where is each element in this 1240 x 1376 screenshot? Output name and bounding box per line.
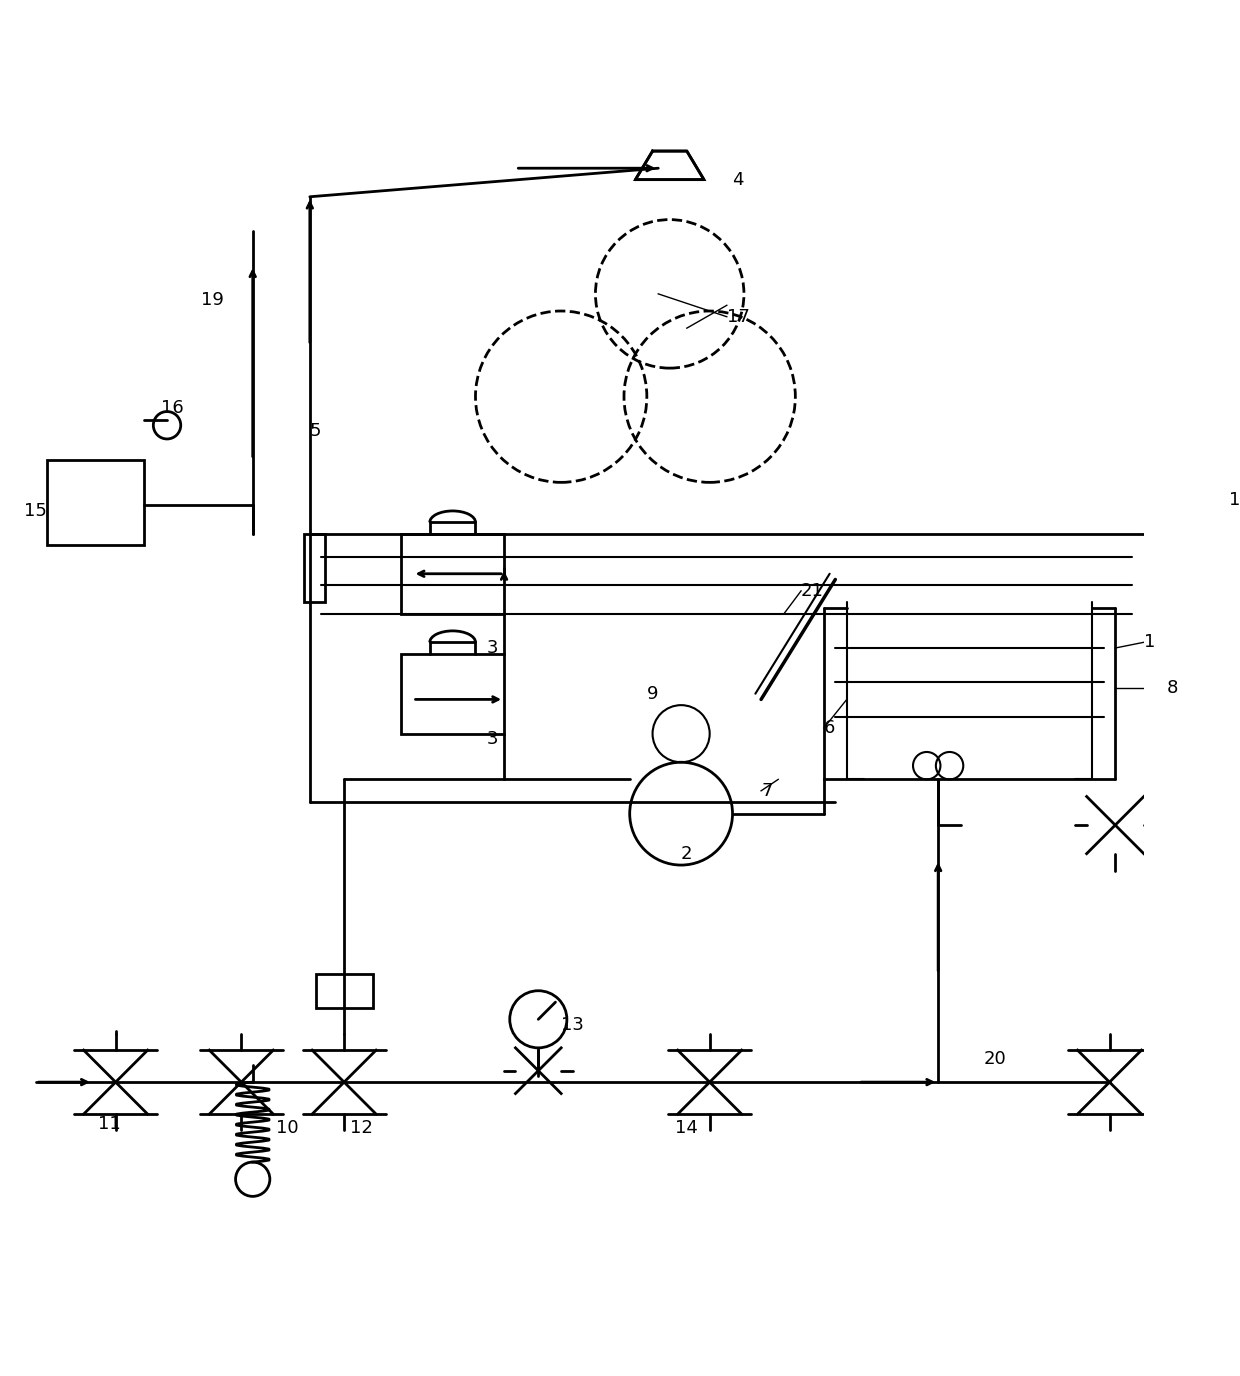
Text: 5: 5 [310,422,321,440]
Bar [304,534,325,603]
Text: 1: 1 [1143,633,1156,651]
Bar [402,534,503,614]
Text: 15: 15 [25,502,47,520]
Bar [402,654,503,733]
Text: 16: 16 [161,399,184,417]
Text: 4: 4 [733,171,744,189]
Text: 11: 11 [98,1116,122,1134]
Text: 14: 14 [676,1119,698,1137]
Text: 12: 12 [350,1119,373,1137]
Text: 6: 6 [823,720,836,738]
Bar [315,974,373,1007]
Text: 3: 3 [487,731,498,749]
Text: 7: 7 [761,782,773,799]
Text: 13: 13 [562,1015,584,1033]
Text: 20: 20 [983,1050,1007,1068]
Text: 17: 17 [727,308,750,326]
Text: 19: 19 [201,290,224,308]
Text: 2: 2 [681,845,693,863]
Text: 3: 3 [487,638,498,656]
Text: 21: 21 [801,582,823,600]
Text: 9: 9 [647,685,658,703]
Text: 8: 8 [1167,678,1178,698]
Text: 10: 10 [275,1119,298,1137]
Text: 18: 18 [1230,490,1240,509]
Bar [47,460,144,545]
